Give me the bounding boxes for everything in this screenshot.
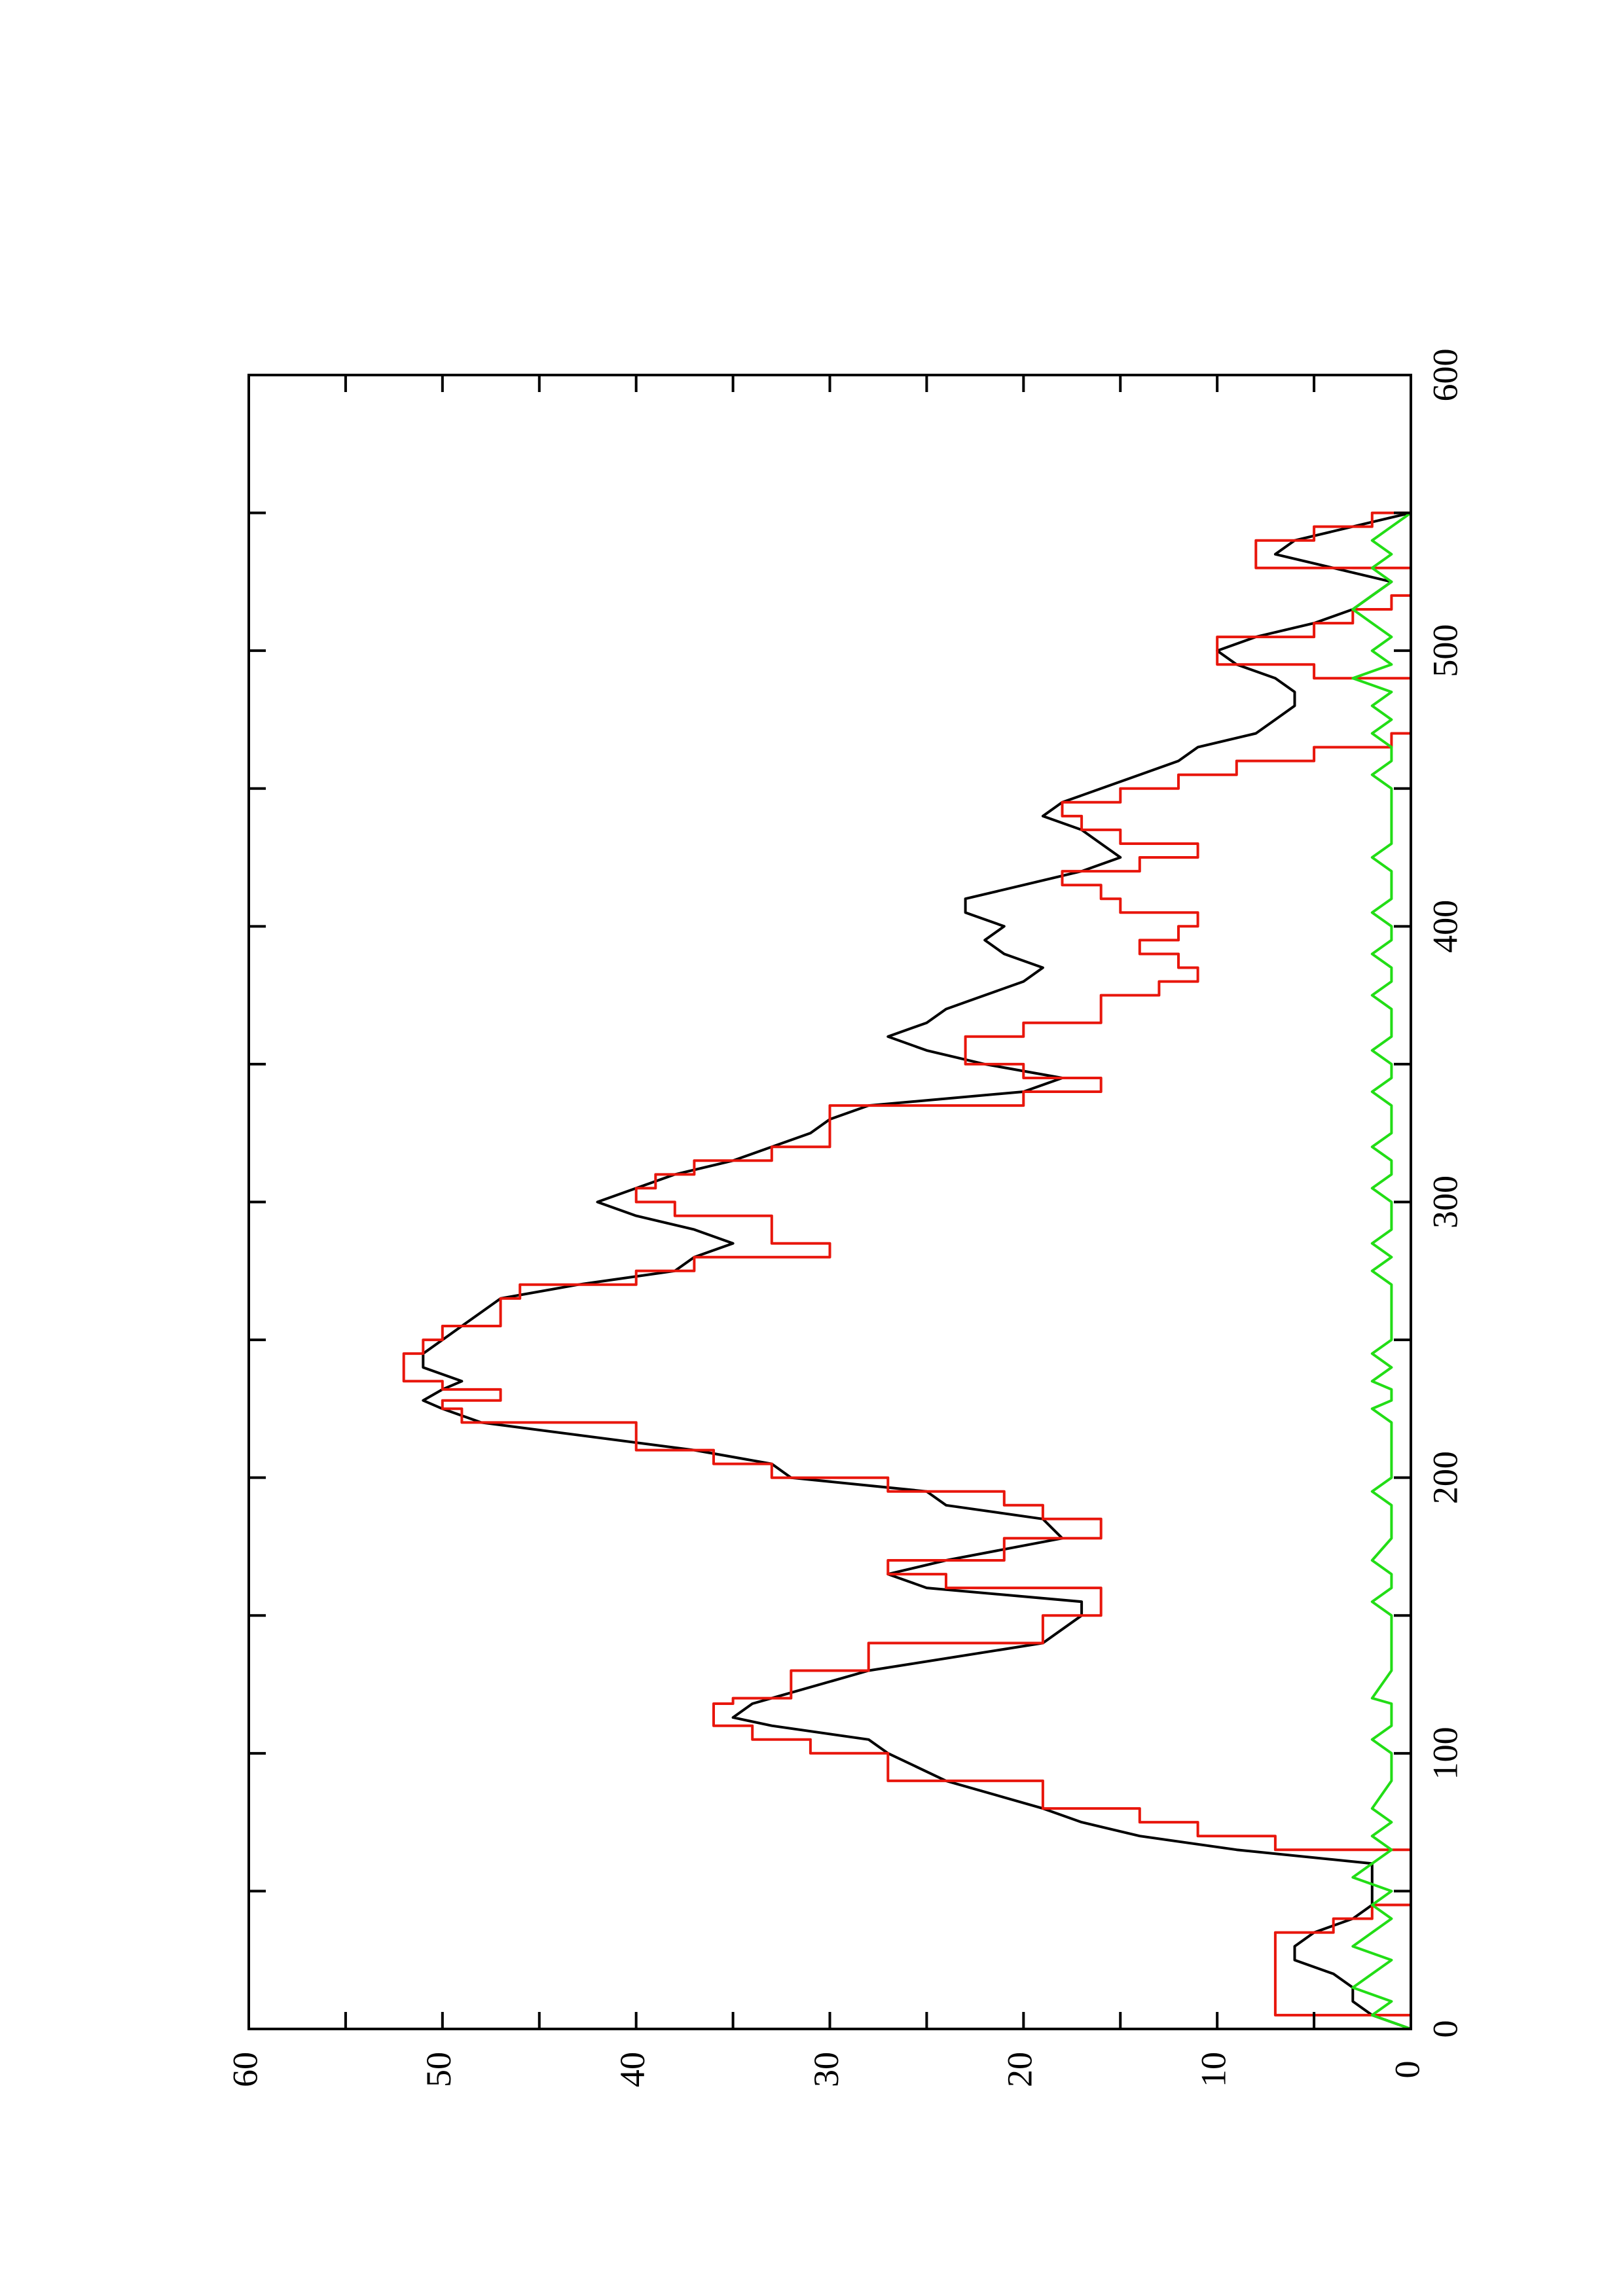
series-0-line [422, 511, 1412, 2030]
series-layer [402, 511, 1412, 2030]
labels-layer: 0 100 200 300 400 500 600 0 10 20 30 40 50 60 [225, 349, 1465, 2088]
x-tick-label: 600 [1425, 349, 1465, 402]
y-tick-label: 40 [613, 2052, 652, 2087]
y-tick-label: 60 [225, 2052, 264, 2087]
y-tick-label: 50 [419, 2052, 458, 2087]
y-tick-label: 30 [807, 2052, 846, 2087]
x-tick-label: 300 [1425, 1175, 1465, 1229]
x-tick-label: 200 [1425, 1451, 1465, 1504]
y-tick-label: 0 [1387, 2061, 1427, 2079]
x-tick-label: 0 [1425, 2020, 1465, 2038]
series-2-line [1351, 511, 1412, 2030]
ticks-layer [247, 374, 1412, 2030]
y-tick-label: 10 [1194, 2052, 1233, 2087]
x-tick-label: 500 [1425, 624, 1465, 677]
series-1-line [402, 511, 1412, 2029]
x-tick-label: 400 [1425, 900, 1465, 953]
x-tick-label: 100 [1425, 1727, 1465, 1780]
y-tick-label: 20 [1000, 2052, 1040, 2087]
